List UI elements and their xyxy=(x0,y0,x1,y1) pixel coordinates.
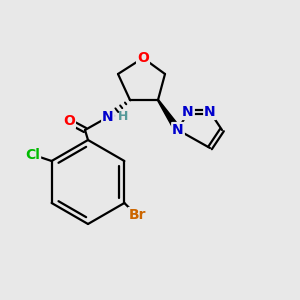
Text: O: O xyxy=(63,114,75,128)
Text: Cl: Cl xyxy=(25,148,40,162)
Text: Br: Br xyxy=(129,208,146,222)
Text: N: N xyxy=(102,110,114,124)
Polygon shape xyxy=(158,100,181,132)
Text: H: H xyxy=(118,110,128,124)
Text: N: N xyxy=(182,105,194,119)
Text: O: O xyxy=(137,51,149,65)
Text: N: N xyxy=(172,123,184,137)
Text: N: N xyxy=(204,105,216,119)
